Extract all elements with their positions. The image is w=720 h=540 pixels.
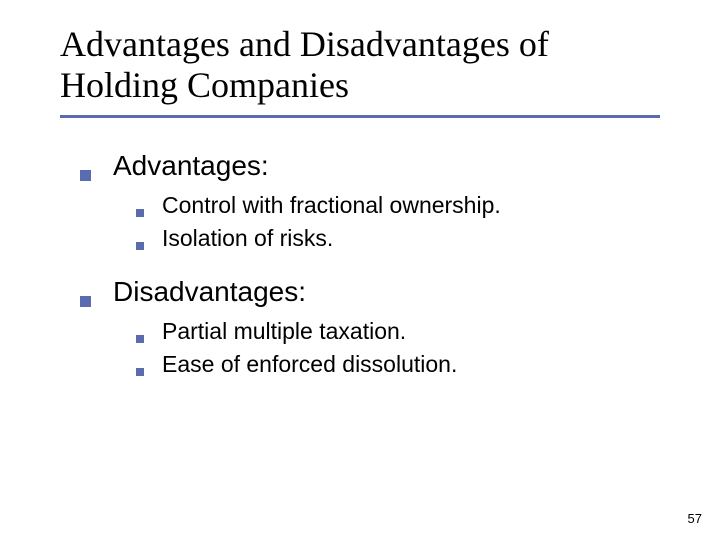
section-heading: Disadvantages: [113, 276, 306, 308]
square-bullet-icon [136, 209, 144, 217]
title-underline [60, 115, 660, 118]
slide: Advantages and Disadvantages of Holding … [0, 0, 720, 540]
square-bullet-icon [136, 335, 144, 343]
bullet-text: Ease of enforced dissolution. [162, 351, 457, 378]
square-bullet-icon [136, 242, 144, 250]
list-item: Partial multiple taxation. [136, 318, 660, 345]
list-item: Ease of enforced dissolution. [136, 351, 660, 378]
bullet-text: Control with fractional ownership. [162, 192, 501, 219]
section-heading: Advantages: [113, 150, 269, 182]
list-item: Control with fractional ownership. [136, 192, 660, 219]
square-bullet-icon [80, 170, 91, 181]
slide-title: Advantages and Disadvantages of Holding … [60, 24, 660, 107]
sub-list: Partial multiple taxation. Ease of enfor… [80, 318, 660, 378]
bullet-text: Partial multiple taxation. [162, 318, 406, 345]
list-item: Advantages: [80, 150, 660, 182]
list-item: Isolation of risks. [136, 225, 660, 252]
page-number: 57 [688, 511, 702, 526]
square-bullet-icon [136, 368, 144, 376]
bullet-text: Isolation of risks. [162, 225, 333, 252]
square-bullet-icon [80, 296, 91, 307]
list-item: Disadvantages: [80, 276, 660, 308]
sub-list: Control with fractional ownership. Isola… [80, 192, 660, 252]
slide-body: Advantages: Control with fractional owne… [60, 150, 660, 378]
